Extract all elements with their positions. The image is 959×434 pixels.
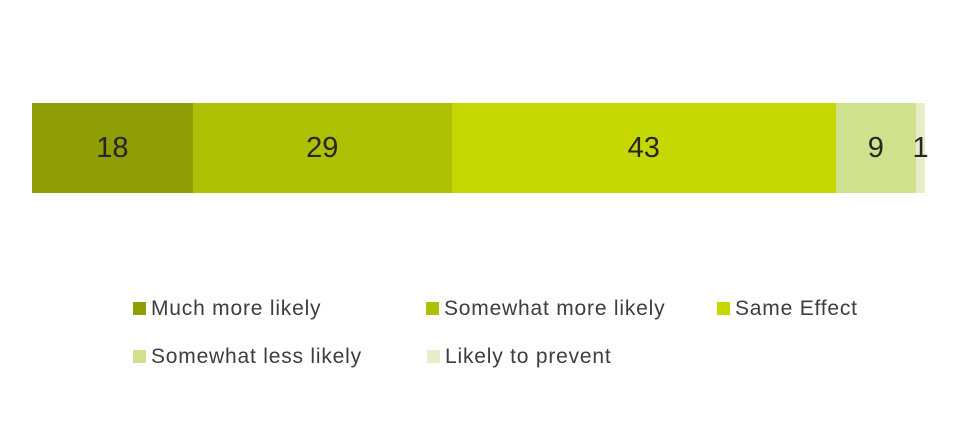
legend-item-much-more-likely: Much more likely bbox=[133, 295, 321, 321]
bar-segment-same-effect: 43 bbox=[451, 103, 836, 193]
legend-label: Much more likely bbox=[151, 296, 322, 320]
legend-label: Somewhat more likely bbox=[444, 296, 666, 320]
legend-item-somewhat-more-likely: Somewhat more likely bbox=[426, 295, 665, 321]
legend-item-likely-to-prevent: Likely to prevent bbox=[427, 343, 612, 369]
legend-swatch-icon bbox=[133, 301, 146, 315]
segment-value-label: 18 bbox=[96, 131, 129, 164]
segment-value-label: 1 bbox=[912, 131, 929, 164]
legend-item-same-effect: Same Effect bbox=[717, 295, 858, 321]
legend-swatch-icon bbox=[426, 301, 439, 315]
legend-item-somewhat-less-likely: Somewhat less likely bbox=[133, 343, 362, 369]
legend-label: Same Effect bbox=[735, 296, 858, 320]
bar-segment-somewhat-less-likely: 9 bbox=[835, 103, 917, 193]
bar-segment-likely-to-prevent: 1 bbox=[912, 103, 929, 193]
legend-swatch-icon bbox=[133, 349, 146, 363]
bar-segment-much-more-likely: 18 bbox=[32, 103, 193, 193]
segment-value-label: 9 bbox=[867, 131, 884, 164]
bar-segment-somewhat-more-likely: 29 bbox=[192, 103, 452, 193]
legend-swatch-icon bbox=[427, 349, 440, 363]
segment-value-label: 43 bbox=[627, 131, 660, 164]
stacked-bar: 18 29 43 9 1 bbox=[32, 103, 929, 193]
legend-label: Somewhat less likely bbox=[151, 344, 362, 368]
segment-value-label: 29 bbox=[306, 131, 339, 164]
legend-label: Likely to prevent bbox=[445, 344, 612, 368]
legend-swatch-icon bbox=[717, 301, 730, 315]
